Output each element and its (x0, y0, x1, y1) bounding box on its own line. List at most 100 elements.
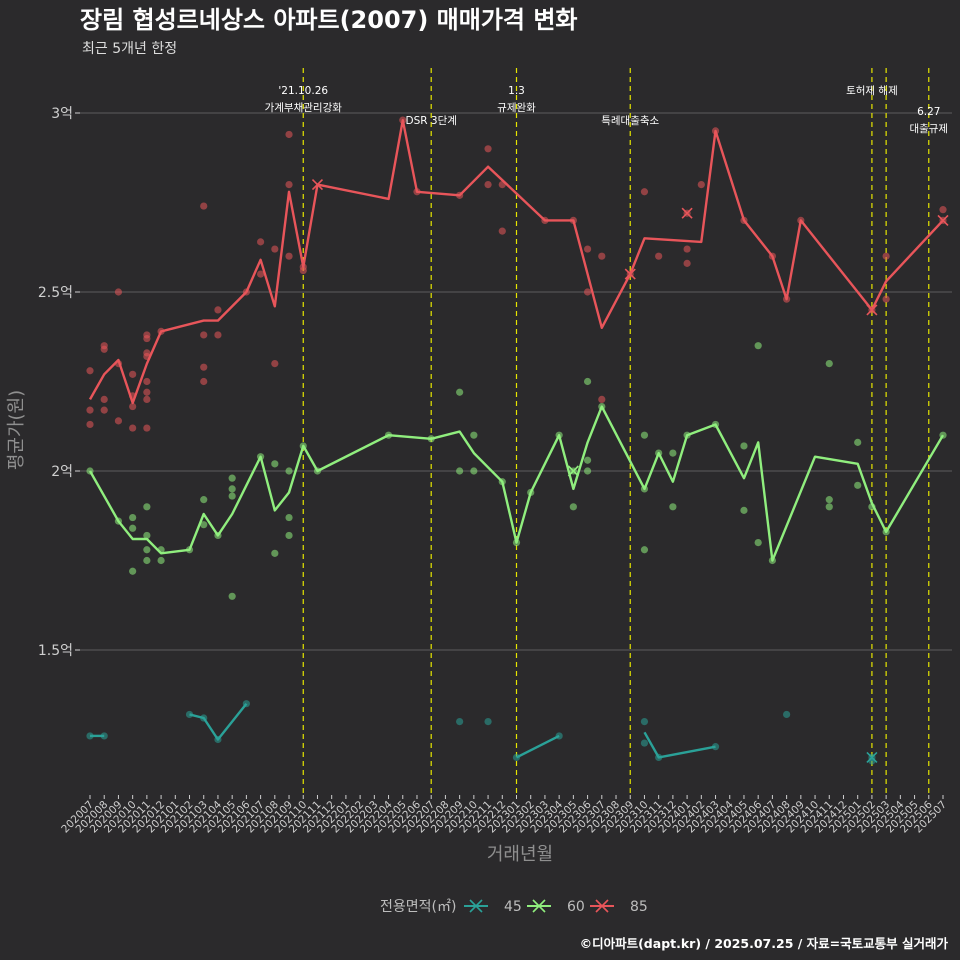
data-point (200, 377, 208, 386)
event-label: 토허제 해제 (846, 84, 898, 97)
x-axis-label: 거래년월 (487, 844, 553, 865)
series-line (88, 405, 945, 562)
data-point (456, 718, 464, 726)
data-point (143, 377, 151, 386)
series-line (88, 118, 944, 405)
data-point (143, 334, 151, 343)
data-point (285, 531, 293, 540)
cross-marker (681, 207, 693, 219)
data-point (129, 424, 137, 432)
data-point (683, 259, 691, 267)
data-point (228, 592, 236, 600)
data-point (754, 539, 762, 547)
data-point (143, 388, 151, 396)
data-point (257, 270, 265, 278)
event-label: 1.3 (508, 85, 525, 97)
data-point (456, 467, 464, 475)
data-point (157, 556, 165, 565)
data-point (114, 417, 123, 425)
legend-key-cross (532, 899, 546, 913)
data-point (86, 367, 94, 375)
data-point (100, 406, 108, 414)
data-point (285, 130, 293, 139)
data-point (939, 206, 947, 214)
cross-marker (866, 304, 878, 316)
data-point (598, 395, 606, 403)
cross-marker (866, 751, 878, 763)
data-point (129, 567, 137, 575)
data-point (228, 474, 236, 482)
cross-marker (311, 179, 324, 191)
chart-subtitle: 최근 5개년 한정 (82, 41, 177, 57)
data-point (783, 710, 791, 719)
data-point (143, 556, 151, 565)
data-point (285, 467, 293, 475)
y-tick-label: 2.5억 (38, 285, 73, 301)
series-line (515, 734, 560, 759)
data-point (200, 331, 208, 339)
legend-label-60: 60 (567, 899, 585, 915)
cross-marker (567, 465, 579, 477)
legend-key-cross (595, 899, 609, 913)
data-point (143, 503, 151, 511)
data-point (484, 145, 492, 153)
data-point (200, 202, 208, 210)
data-point (200, 496, 208, 504)
data-point (484, 181, 492, 189)
data-point (825, 360, 833, 368)
data-point (882, 252, 890, 260)
legend-label-85: 85 (630, 899, 648, 915)
data-point (697, 181, 705, 189)
data-point (129, 513, 137, 522)
data-point (683, 245, 691, 253)
event-label: 대출규제 (909, 123, 948, 135)
data-point (143, 531, 151, 540)
data-point (257, 238, 265, 246)
data-point (129, 370, 137, 378)
data-point (100, 732, 108, 740)
data-point (825, 496, 833, 504)
data-point (854, 481, 862, 489)
data-point (285, 181, 293, 189)
event-label: 규제완화 (497, 101, 536, 114)
data-point (143, 424, 151, 432)
data-point (740, 442, 748, 450)
chart-title: 장림 협성르네상스 아파트(2007) 매매가격 변화 (80, 6, 578, 34)
y-axis-label: 평균가(원) (6, 390, 27, 470)
data-point (114, 288, 123, 296)
series-line (643, 731, 716, 759)
data-point (569, 503, 577, 511)
series-45 (86, 700, 878, 765)
data-point (143, 546, 151, 554)
data-point (669, 503, 677, 511)
series-line (189, 702, 248, 741)
data-point (214, 306, 222, 314)
event-label: 6.27 (917, 106, 940, 118)
data-point (583, 288, 592, 296)
data-point (583, 467, 592, 475)
data-point (143, 395, 151, 403)
event-label: 가계부채관리강화 (265, 102, 343, 114)
data-point (214, 331, 222, 339)
data-point (285, 513, 293, 522)
data-point (711, 743, 720, 751)
data-point (640, 431, 649, 439)
data-point (86, 420, 94, 429)
legend-label-45: 45 (504, 899, 522, 915)
data-point (583, 456, 592, 464)
data-point (484, 718, 492, 726)
data-point (470, 431, 478, 439)
data-point (285, 252, 293, 260)
data-point (271, 360, 279, 368)
data-point (228, 492, 236, 500)
data-point (129, 402, 137, 411)
data-point (882, 295, 890, 303)
caption: ©디아파트(dapt.kr) / 2025.07.25 / 자료=국토교통부 실… (580, 936, 949, 951)
data-point (200, 521, 208, 529)
cross-marker (624, 268, 636, 280)
data-point (825, 503, 833, 511)
data-point (86, 406, 94, 414)
data-point (271, 460, 279, 468)
